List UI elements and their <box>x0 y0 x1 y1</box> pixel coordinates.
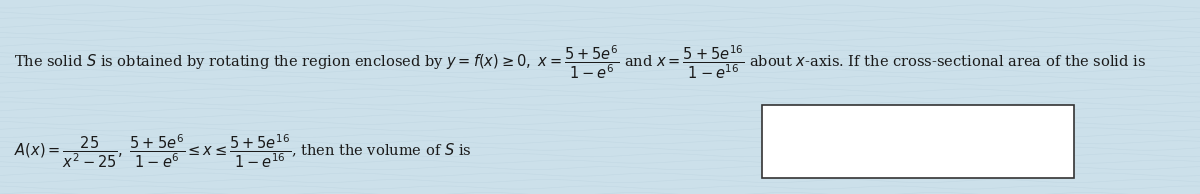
Text: $A(x) = \dfrac{25}{x^2-25},\ \dfrac{5+5e^{6}}{1-e^{6}} \leq x \leq \dfrac{5+5e^{: $A(x) = \dfrac{25}{x^2-25},\ \dfrac{5+5e… <box>14 132 472 170</box>
Text: The solid $S$ is obtained by rotating the region enclosed by $y = f(x) \geq 0,\ : The solid $S$ is obtained by rotating th… <box>14 43 1146 81</box>
FancyBboxPatch shape <box>762 105 1074 178</box>
